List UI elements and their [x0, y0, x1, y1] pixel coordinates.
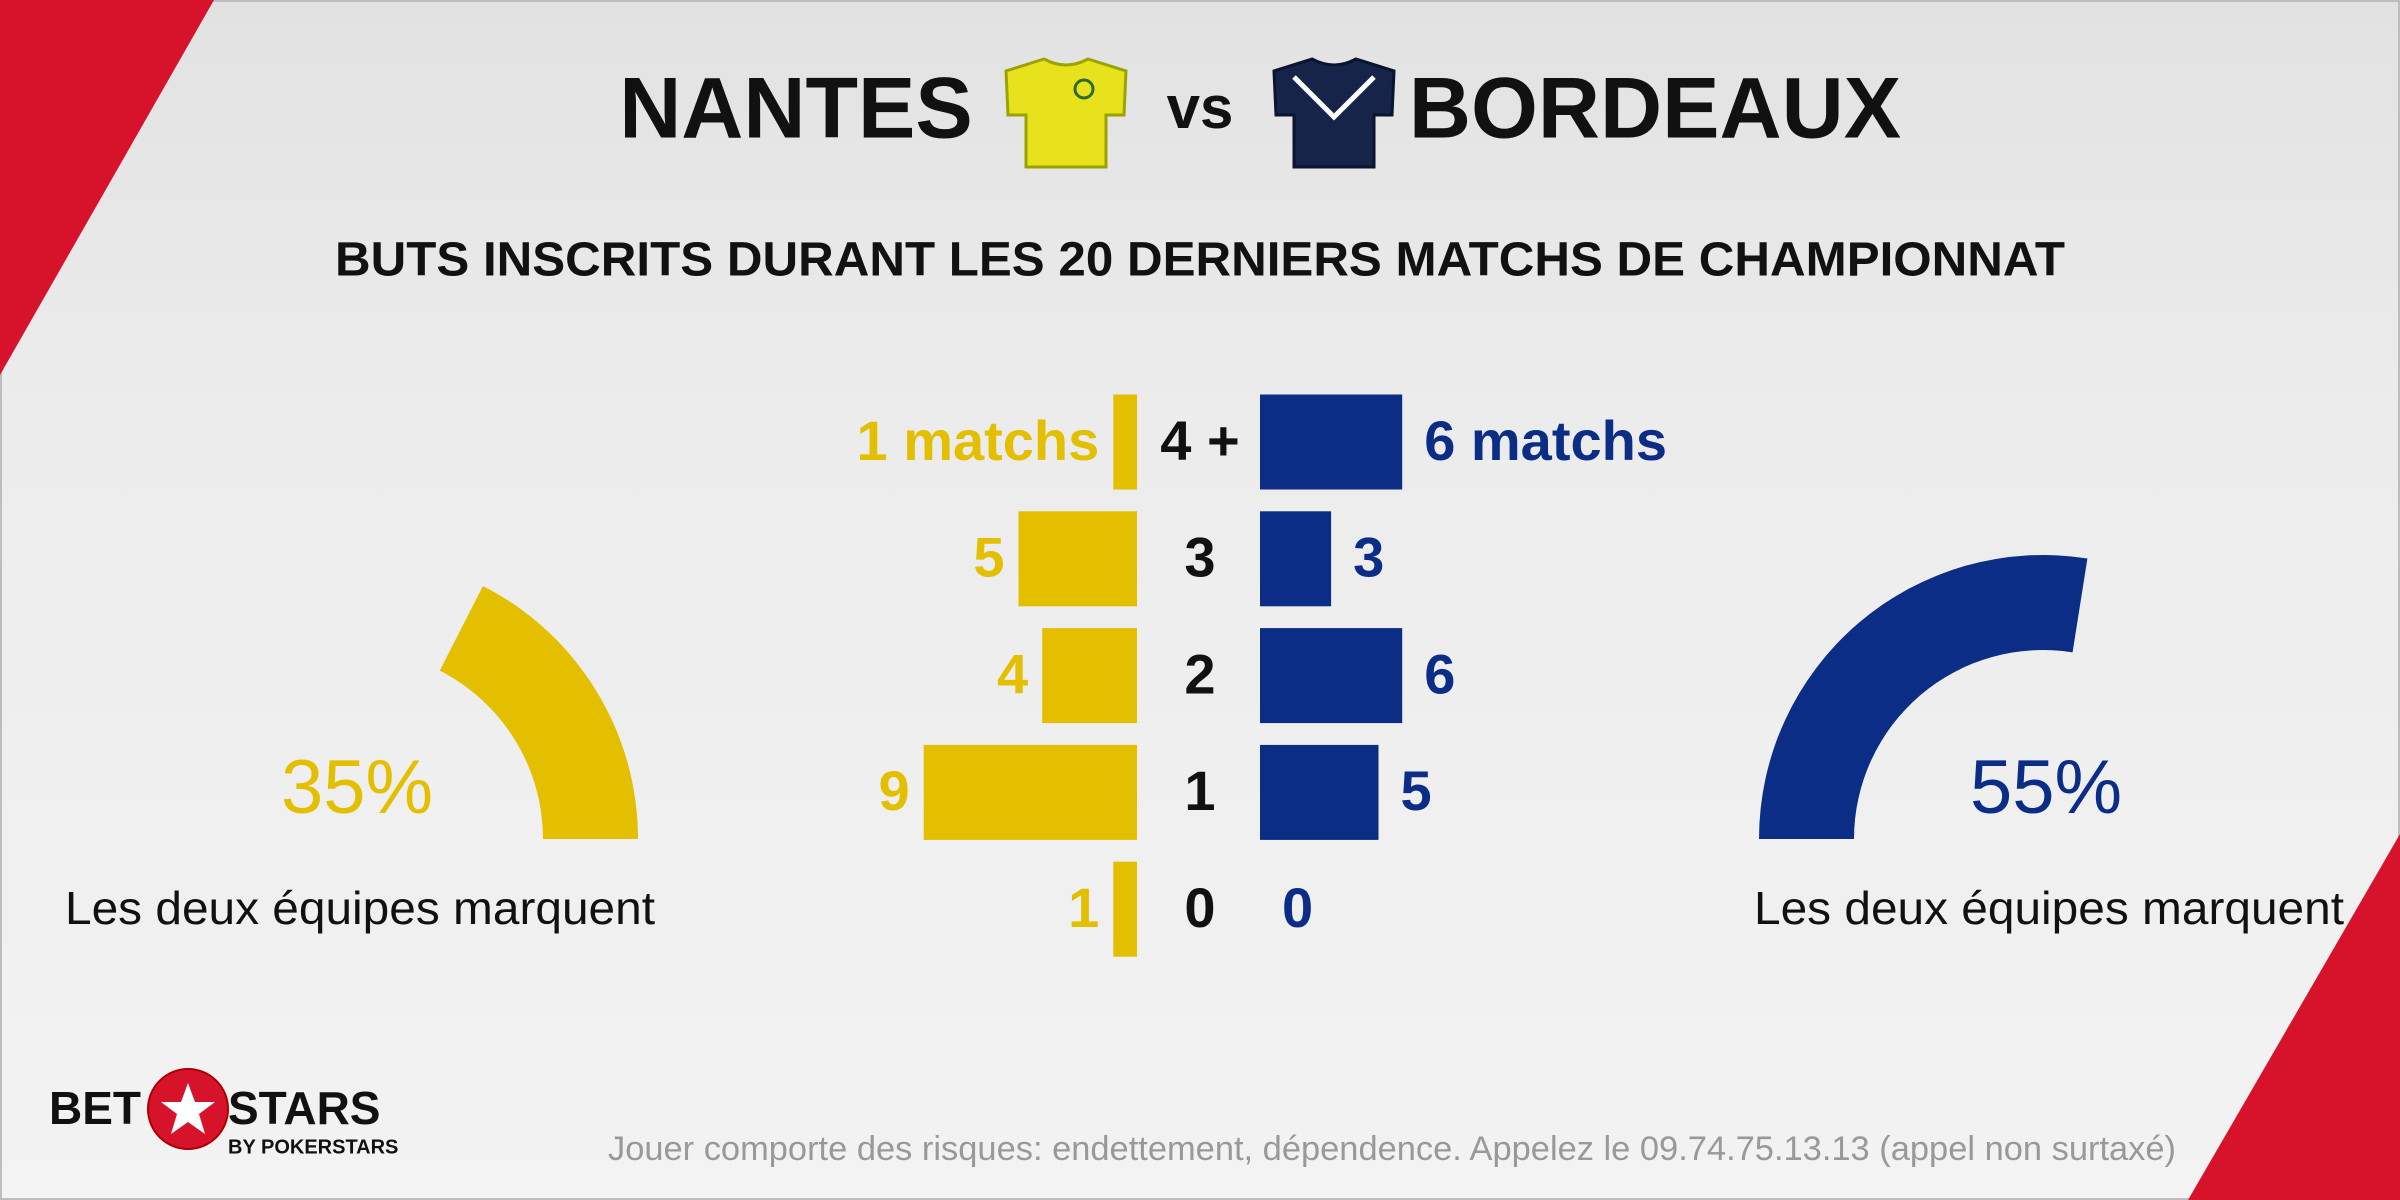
bar: [1113, 394, 1137, 490]
gauge-arc: [1759, 554, 2088, 839]
value-label: 6 matchs: [1424, 409, 1667, 472]
home-jersey: [1004, 57, 1128, 169]
category-label: 0: [1184, 876, 1215, 939]
brand-right: STARS: [228, 1082, 381, 1134]
gauge-caption: Les deux équipes marquent: [65, 882, 655, 934]
home-team: NANTES: [619, 61, 973, 157]
away-jersey: [1272, 57, 1396, 169]
category-label: 4 +: [1160, 409, 1239, 472]
bar: [1260, 394, 1403, 490]
category-label: 3: [1184, 526, 1215, 589]
bar: [923, 744, 1137, 840]
value-label: 5: [973, 526, 1004, 589]
brand-sub: BY POKERSTARS: [228, 1136, 398, 1158]
disclaimer: Jouer comporte des risques: endettement,…: [608, 1130, 2176, 1168]
away-team: BORDEAUX: [1409, 61, 1901, 157]
brand-left: BET: [49, 1082, 141, 1134]
gauge-value: 35%: [281, 745, 433, 830]
bar: [1260, 744, 1379, 840]
versus: vs: [1167, 74, 1234, 141]
gauge-value: 55%: [1970, 745, 2122, 830]
brand-logo: BET STARS BY POKERSTARS: [49, 1068, 398, 1158]
bar: [1042, 628, 1137, 724]
value-label: 5: [1401, 759, 1432, 822]
value-label: 3: [1353, 526, 1384, 589]
bar: [1113, 861, 1137, 957]
gauge-caption: Les deux équipes marquent: [1754, 882, 2344, 934]
value-label: 0: [1282, 876, 1313, 939]
corner-accent: [0, 0, 214, 375]
value-label: 4: [997, 642, 1028, 705]
bar: [1260, 511, 1332, 607]
category-label: 1: [1184, 759, 1215, 822]
subtitle: BUTS INSCRITS DURANT LES 20 DERNIERS MAT…: [335, 234, 2065, 287]
gauge-arc: [439, 585, 638, 839]
bar: [1018, 511, 1137, 607]
category-label: 2: [1184, 642, 1215, 705]
value-label: 1 matchs: [857, 409, 1100, 472]
value-label: 9: [879, 759, 910, 822]
corner-accent: [2188, 834, 2400, 1200]
bar: [1260, 628, 1403, 724]
value-label: 6: [1424, 642, 1455, 705]
value-label: 1: [1068, 876, 1099, 939]
